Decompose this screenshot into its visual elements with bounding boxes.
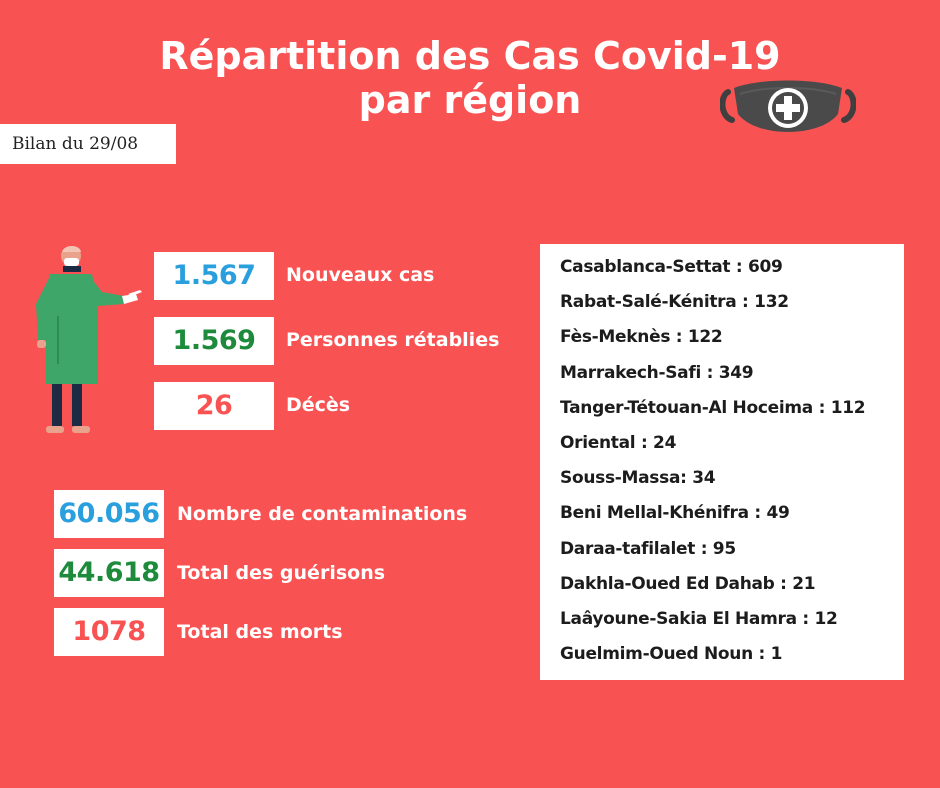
- total-deaths-label: Total des morts: [177, 621, 343, 643]
- total-contaminations-value: 60.056: [54, 490, 164, 538]
- new-cases-value: 1.567: [154, 252, 274, 300]
- doctor-illustration: [36, 246, 142, 433]
- list-item: Beni Mellal-Khénifra : 49: [560, 503, 790, 524]
- list-item: Tanger-Tétouan-Al Hoceima : 112: [560, 397, 866, 418]
- list-item: Oriental : 24: [560, 432, 677, 453]
- list-item: Guelmim-Oued Noun : 1: [560, 644, 783, 665]
- title-line-2: par région: [358, 78, 582, 122]
- total-recoveries-value: 44.618: [54, 549, 164, 597]
- recovered-label: Personnes rétablies: [286, 329, 500, 351]
- total-deaths-value: 1078: [54, 608, 164, 656]
- page-title: Répartition des Cas Covid-19 par région: [0, 34, 940, 122]
- list-item: Fès-Meknès : 122: [560, 327, 723, 348]
- list-item: Marrakech-Safi : 349: [560, 362, 754, 383]
- list-item: Dakhla-Oued Ed Dahab : 21: [560, 573, 816, 594]
- date-badge: Bilan du 29/08: [0, 124, 176, 164]
- list-item: Rabat-Salé-Kénitra : 132: [560, 292, 789, 313]
- total-recoveries-label: Total des guérisons: [177, 562, 386, 584]
- list-item: Casablanca-Settat : 609: [560, 257, 783, 277]
- list-item: Laâyoune-Sakia El Hamra : 12: [560, 608, 838, 629]
- title-line-1: Répartition des Cas Covid-19: [159, 34, 781, 78]
- deaths-label: Décès: [286, 394, 351, 416]
- face-mask-icon: [720, 80, 856, 132]
- regions-panel: Casablanca-Settat : 609 Rabat-Salé-Kénit…: [540, 244, 904, 680]
- recovered-value: 1.569: [154, 317, 274, 365]
- deaths-value: 26: [154, 382, 274, 430]
- list-item: Souss-Massa: 34: [560, 468, 716, 489]
- new-cases-label: Nouveaux cas: [286, 264, 435, 286]
- total-contaminations-label: Nombre de contaminations: [177, 503, 468, 525]
- list-item: Daraa-tafilalet : 95: [560, 538, 736, 559]
- regions-list: Casablanca-Settat : 609 Rabat-Salé-Kénit…: [560, 256, 904, 678]
